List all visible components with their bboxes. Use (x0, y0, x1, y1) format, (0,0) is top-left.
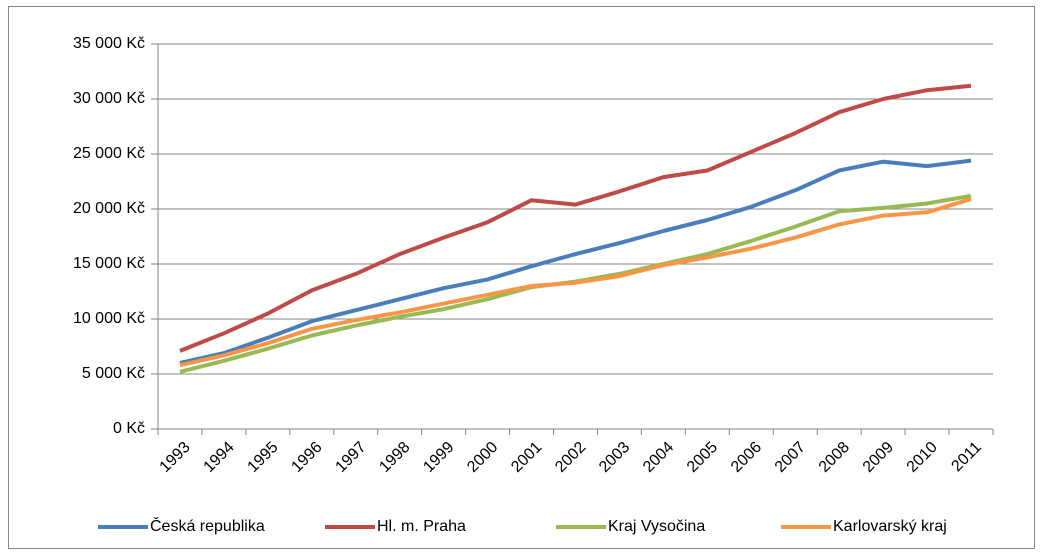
chart-border (8, 6, 1035, 549)
series-line (179, 83, 972, 353)
y-tick-label: 5 000 Kč (82, 365, 145, 382)
legend-label: Karlovarský kraj (833, 518, 947, 535)
y-tick-label: 35 000 Kč (73, 35, 145, 52)
y-tick-label: 25 000 Kč (73, 145, 145, 162)
y-tick-label: 30 000 Kč (73, 90, 145, 107)
series-line (179, 197, 972, 368)
legend-label: Hl. m. Praha (377, 518, 466, 535)
legend-label: Kraj Vysočina (608, 518, 705, 535)
y-tick-label: 10 000 Kč (73, 310, 145, 327)
y-tick-label: 15 000 Kč (73, 255, 145, 272)
y-tick-label: 20 000 Kč (73, 200, 145, 217)
legend-label: Česká republika (150, 516, 265, 535)
y-tick-label: 0 Kč (113, 420, 145, 437)
series-line (179, 158, 972, 365)
